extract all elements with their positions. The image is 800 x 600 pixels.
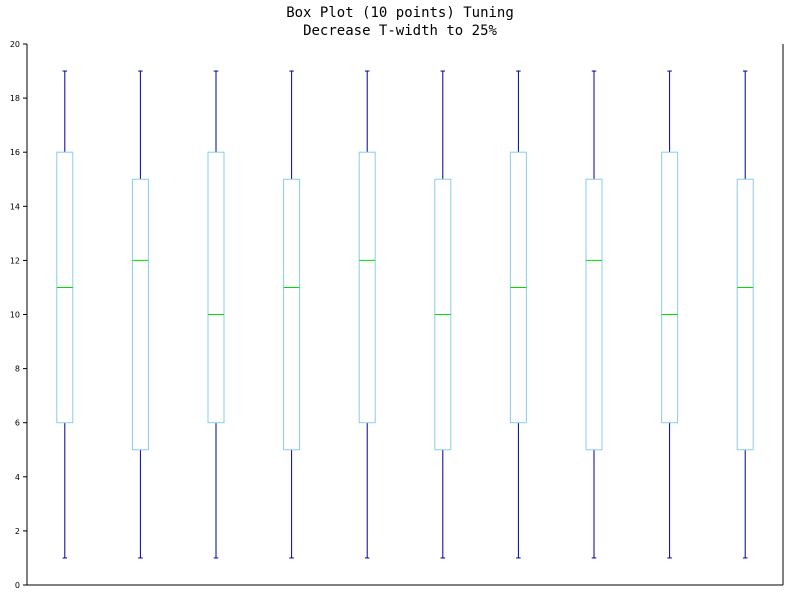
box-8 [585, 70, 603, 559]
y-tick-label: 12 [10, 256, 20, 265]
box-iqr [131, 178, 149, 451]
box-series [56, 70, 754, 559]
y-tick-label: 0 [15, 581, 20, 590]
box-iqr [207, 151, 225, 424]
y-tick-label: 20 [10, 40, 20, 49]
box-7 [509, 70, 527, 559]
box-6 [434, 70, 452, 559]
y-tick-label: 6 [15, 419, 20, 428]
box-iqr [283, 178, 301, 451]
box-iqr [661, 151, 679, 424]
y-tick-label: 14 [10, 202, 20, 211]
y-tick-label: 2 [15, 527, 20, 536]
box-3 [207, 70, 225, 559]
box-iqr [358, 151, 376, 424]
box-iqr [736, 178, 754, 451]
box-4 [283, 70, 301, 559]
y-tick-label: 18 [10, 94, 20, 103]
box-9 [661, 70, 679, 559]
y-tick-label: 10 [10, 311, 20, 320]
box-5 [358, 70, 376, 559]
box-iqr [585, 178, 603, 451]
y-tick-label: 16 [10, 148, 20, 157]
y-tick-label: 4 [15, 473, 20, 482]
chart-title: Box Plot (10 points) Tuning [286, 5, 514, 21]
box-2 [131, 70, 149, 559]
chart-subtitle: Decrease T-width to 25% [303, 23, 497, 39]
y-tick-label: 8 [15, 365, 20, 374]
y-axis-ticks: 0 2 4 6 8 10 12 14 16 18 20 [10, 40, 27, 590]
box-1 [56, 70, 74, 559]
box-10 [736, 70, 754, 559]
